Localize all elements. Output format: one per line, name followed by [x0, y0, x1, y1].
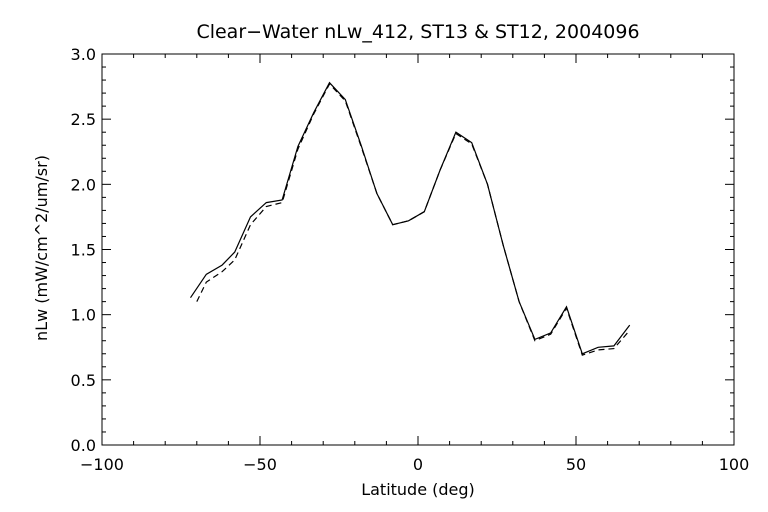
series-line-dashed [196, 82, 631, 356]
x-axis: −100 −50 0 50 100 [80, 54, 749, 474]
series-line-solid [190, 81, 631, 355]
x-tick-label: −100 [80, 455, 124, 474]
y-tick-label: 1.5 [71, 241, 96, 260]
y-tick-label: 0.0 [71, 436, 96, 455]
y-axis-label: nLw (mW/cm^2/um/sr) [32, 155, 51, 341]
series-layer [190, 81, 631, 356]
x-tick-label: −50 [243, 455, 277, 474]
y-tick-label: 2.5 [71, 110, 96, 129]
x-tick-label: 0 [413, 455, 423, 474]
plot-frame [101, 53, 735, 446]
y-axis: 0.0 0.5 1.0 1.5 2.0 2.5 3.0 [71, 45, 734, 455]
chart-title: Clear−Water nLw_412, ST13 & ST12, 200409… [196, 21, 639, 43]
x-tick-label: 100 [719, 455, 750, 474]
y-tick-label: 0.5 [71, 371, 96, 390]
y-tick-label: 2.0 [71, 175, 96, 194]
x-axis-label: Latitude (deg) [361, 480, 475, 499]
y-tick-label: 1.0 [71, 306, 96, 325]
x-tick-label: 50 [566, 455, 586, 474]
y-tick-label: 3.0 [71, 45, 96, 64]
